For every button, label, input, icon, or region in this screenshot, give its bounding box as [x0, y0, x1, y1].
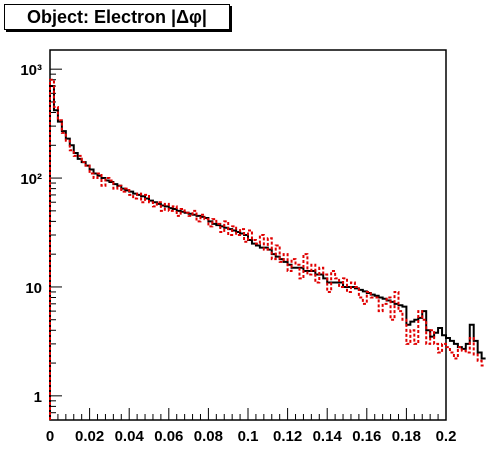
- series-layer: [49, 78, 486, 420]
- axis-ticks: [49, 68, 447, 421]
- chart-title: Object: Electron |Δφ|: [27, 6, 207, 27]
- y-tick-label: 10²: [20, 171, 42, 188]
- x-tick-label: 0.2: [436, 428, 457, 445]
- x-tick-label: 0.14: [313, 428, 343, 445]
- x-tick-label: 0.06: [154, 428, 183, 445]
- x-tick-label: 0.16: [352, 428, 381, 445]
- x-tick-label: 0.12: [273, 428, 302, 445]
- y-tick-label: 10³: [20, 62, 42, 79]
- histogram-series-1: [49, 78, 486, 420]
- histogram-series-0: [49, 85, 486, 420]
- x-tick-label: 0.1: [238, 428, 259, 445]
- x-tick-label: 0.02: [75, 428, 104, 445]
- axis-tick-labels: 0 0.02 0.04 0.06 0.08 0.1 0.12 0.14 0.16 0.18 0.2 1…: [20, 62, 456, 445]
- x-tick-label: 0.18: [392, 428, 421, 445]
- chart-title-box: Object: Electron |Δφ|: [4, 4, 230, 30]
- y-tick-label: 1: [34, 389, 42, 406]
- y-tick-label: 10: [25, 280, 42, 297]
- x-tick-label: 0.08: [194, 428, 223, 445]
- x-tick-label: 0: [46, 428, 54, 445]
- x-tick-label: 0.04: [115, 428, 145, 445]
